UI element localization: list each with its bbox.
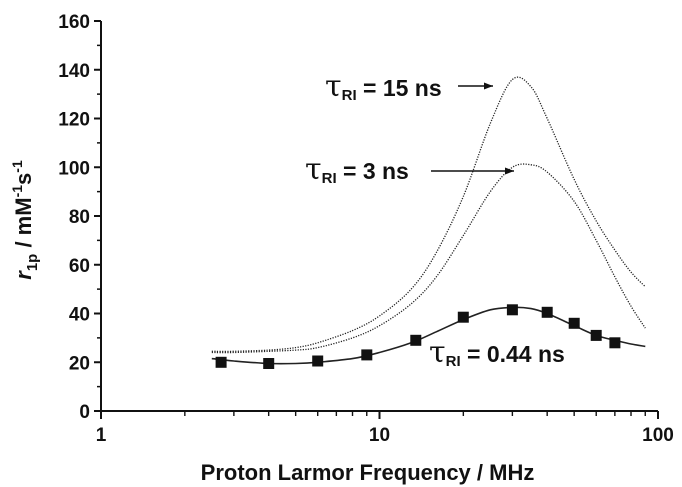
- label-tau-symbol: τ: [325, 69, 342, 104]
- arrowhead-tau-3ns: [505, 167, 514, 175]
- label-tau-3ns: τRI = 3 ns: [305, 152, 409, 187]
- label-subscript: RI: [322, 170, 337, 187]
- data-marker-tau-044ns-data-10: [609, 337, 621, 349]
- label-subscript: RI: [342, 87, 357, 104]
- label-subscript: RI: [446, 353, 461, 370]
- arrowhead-tau-15ns: [484, 82, 493, 90]
- data-marker-tau-044ns-data-8: [568, 317, 580, 329]
- label-tau-044ns: τRI = 0.44 ns: [429, 335, 565, 370]
- data-marker-tau-044ns-data-9: [590, 329, 602, 341]
- data-marker-tau-044ns-data-4: [410, 334, 422, 346]
- label-tau-symbol: τ: [429, 335, 446, 370]
- y-axis-superscript: -1: [9, 185, 25, 198]
- label-tau-15ns: τRI = 15 ns: [325, 69, 442, 104]
- data-marker-tau-044ns-data-2: [312, 355, 324, 367]
- y-tick-label: 120: [58, 110, 90, 131]
- x-axis-title: Proton Larmor Frequency / MHz: [201, 460, 535, 485]
- y-tick-label: 160: [58, 12, 90, 33]
- y-axis-subscript: 1p: [24, 254, 41, 272]
- y-tick-label: 20: [69, 353, 90, 374]
- y-tick-label: 0: [79, 402, 90, 423]
- label-tau-symbol: τ: [305, 152, 322, 187]
- data-marker-tau-044ns-data-0: [215, 356, 227, 368]
- y-axis-title: r1p / mM-1s-1: [9, 160, 41, 280]
- curve-tau-3ns: [211, 163, 646, 354]
- curve-tau-15ns: [211, 76, 646, 353]
- y-tick-label: 140: [58, 61, 90, 82]
- y-tick-label: 60: [69, 256, 90, 277]
- markers-layer: [215, 304, 621, 369]
- label-value: = 0.44 ns: [461, 341, 565, 367]
- axes-layer: 0 20 40 60 80 100 120 140 160 1 10 100 Proton Larmor…: [9, 12, 674, 485]
- label-value: = 3 ns: [337, 158, 409, 184]
- y-tick-label: 100: [58, 158, 90, 179]
- data-marker-tau-044ns-data-7: [541, 306, 553, 318]
- data-marker-tau-044ns-data-3: [361, 349, 373, 361]
- y-axis-superscript: -1: [9, 160, 25, 173]
- data-marker-tau-044ns-data-5: [457, 311, 469, 323]
- data-marker-tau-044ns-data-1: [263, 358, 275, 369]
- curves-layer: [211, 76, 646, 365]
- y-axis-symbol: r: [11, 270, 36, 280]
- y-axis-unit-second: s: [11, 173, 36, 185]
- y-axis-unit: / mM: [11, 197, 36, 253]
- x-tick-label: 10: [369, 425, 390, 446]
- x-tick-label: 100: [642, 425, 674, 446]
- y-tick-label: 40: [69, 305, 90, 326]
- label-value: = 15 ns: [357, 75, 442, 101]
- x-tick-label: 1: [96, 425, 107, 446]
- y-tick-label: 80: [69, 207, 90, 228]
- data-marker-tau-044ns-data-6: [506, 304, 518, 316]
